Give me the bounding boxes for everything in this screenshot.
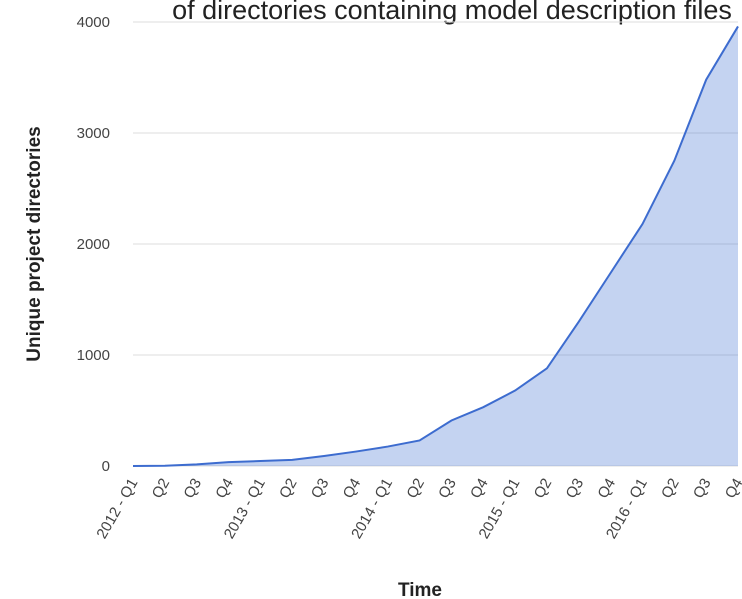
y-tick-label: 2000 xyxy=(77,236,110,253)
x-tick-label: Q4 xyxy=(722,476,742,502)
x-tick-label: Q4 xyxy=(212,476,237,502)
line xyxy=(132,25,739,467)
x-tick-label: Q3 xyxy=(435,476,460,502)
x-tick-label: Q4 xyxy=(467,476,492,502)
x-tick-label: Q2 xyxy=(403,476,428,502)
x-tick-label: Q3 xyxy=(308,476,333,502)
x-tick-label: Q4 xyxy=(340,476,365,502)
x-tick-label: Q3 xyxy=(180,476,205,502)
y-tick-label: 3000 xyxy=(77,125,110,142)
x-tick-label: Q2 xyxy=(531,476,556,502)
x-tick-label: Q3 xyxy=(690,476,715,502)
x-axis-title: Time xyxy=(398,580,442,599)
y-axis-title: Unique project directories xyxy=(24,126,45,361)
y-tick-label: 1000 xyxy=(77,347,110,364)
x-tick-label: Q2 xyxy=(276,476,301,502)
x-tick-label: Q2 xyxy=(149,476,174,502)
x-tick-label: 2012 - Q1 xyxy=(93,476,141,542)
y-tick-label: 0 xyxy=(102,458,110,475)
chart-title: of directories containing model descript… xyxy=(172,0,732,25)
x-tick-label: Q3 xyxy=(563,476,588,502)
y-tick-label: 4000 xyxy=(77,14,110,31)
area xyxy=(133,26,738,466)
x-tick-label: Q2 xyxy=(658,476,683,502)
x-tick-label: Q4 xyxy=(594,476,619,502)
